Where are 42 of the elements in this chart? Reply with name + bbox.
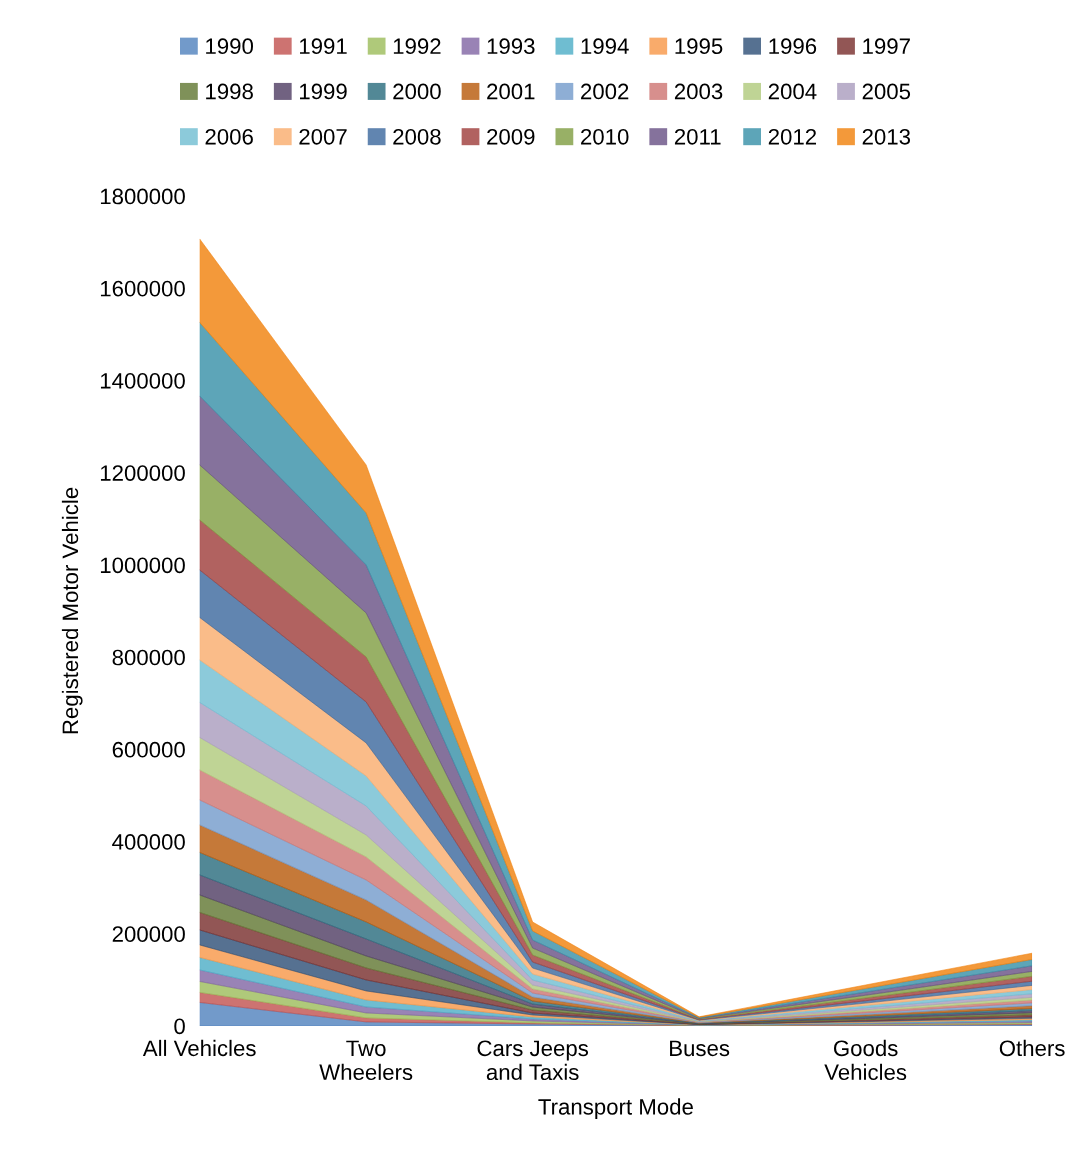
legend-label: 1997 [863,38,910,55]
x-tick-label: Cars Jeeps and Taxis [477,1040,589,1081]
y-tick-label: 600000 [112,741,185,758]
x-tick-label: All Vehicles [142,1039,256,1057]
y-tick-label: 1800000 [100,188,185,205]
legend-label: 2012 [768,128,817,145]
legend-label: 2003 [674,83,723,100]
legend-label: 1993 [487,38,535,55]
y-tick-label: 1600000 [100,280,185,297]
x-tick-label: Goods Vehicles [824,1039,907,1081]
legend-label: 2011 [674,128,721,145]
y-tick-label: 400000 [112,834,185,850]
legend-label: 2007 [299,128,347,145]
legend-label: 2006 [205,128,253,145]
legend-label: 2000 [393,83,441,100]
legend-label: 1990 [206,38,254,55]
y-tick-label: 1200000 [100,465,185,481]
legend-label: 1991 [300,38,347,55]
y-tick-label: 800000 [112,649,185,666]
legend-label: 2002 [581,83,629,100]
legend-label: 1998 [206,83,253,100]
y-tick-label: 0 [174,1018,185,1035]
legend-label: 1999 [300,83,347,100]
y-axis-title: Registered Motor Vehicle [61,487,83,734]
y-tick-label: 1400000 [100,373,185,389]
legend-label: 1996 [769,38,817,55]
legend-label: 2001 [487,83,535,100]
y-tick-label: 1000000 [100,557,185,574]
y-tick-label: 200000 [112,926,185,942]
x-tick-label: Others [999,1039,1065,1057]
legend-label: 1992 [393,38,441,55]
x-tick-label: Two Wheelers [319,1040,413,1081]
legend-label: 1994 [581,38,629,55]
x-tick-label: Buses [670,1040,730,1057]
legend-label: 2010 [581,128,629,145]
legend-label: 2013 [862,128,911,145]
legend-label: 1995 [675,38,723,55]
legend-label: 2005 [862,83,911,100]
legend-label: 2008 [393,128,441,145]
x-axis-title: Transport Mode [538,1098,693,1120]
legend-label: 2004 [768,83,817,100]
legend-label: 2009 [487,128,535,145]
